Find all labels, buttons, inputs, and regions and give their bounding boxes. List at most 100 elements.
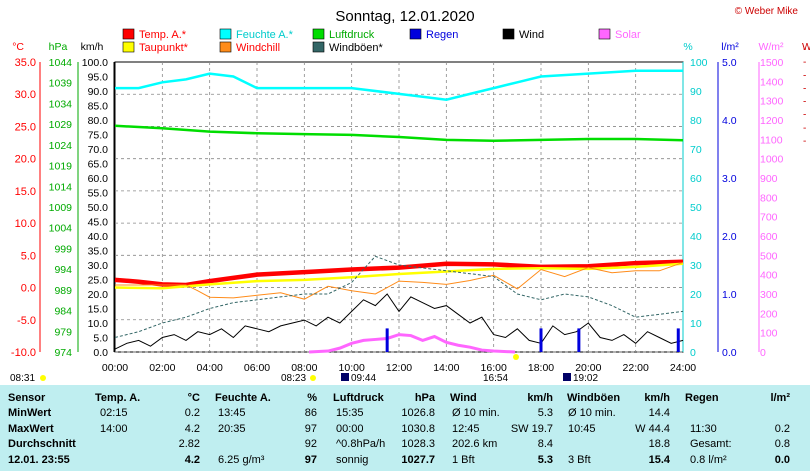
panel-cell-hum: 86	[304, 407, 317, 419]
x-tick-label: 00:00	[102, 362, 128, 374]
panel-cell-hum-time: 6.25 g/m³	[218, 453, 265, 466]
panel-cell-hum: 97	[304, 453, 317, 466]
panel-cell-g: 18.8	[648, 438, 670, 450]
legend-swatch	[122, 41, 135, 53]
rain-bar	[385, 328, 389, 352]
panel-cell-temp: 0.2	[184, 407, 200, 419]
temp-axis-tick: -5.0	[17, 315, 36, 327]
sun-icon	[40, 375, 46, 381]
humidity-axis-tick: 30	[690, 260, 702, 272]
legend-label: Solar	[615, 29, 641, 41]
pressure-axis-tick: 1019	[49, 161, 73, 173]
pressure-axis-tick: 989	[54, 285, 72, 297]
panel-cell-p-time: 00:00	[336, 422, 364, 435]
extra-axis-tick: -	[803, 97, 806, 108]
panel-cell-p: 1030.8	[401, 422, 435, 435]
x-tick-label: 24:00	[670, 362, 696, 374]
pressure-axis-tick: 1044	[49, 57, 73, 69]
panel-cell-g: 15.4	[648, 453, 670, 466]
wind-axis-tick: 100.0	[82, 57, 108, 69]
wind-axis-tick: 25.0	[88, 275, 109, 287]
x-tick-label: 12:00	[386, 362, 412, 374]
sunset-time: 16:54	[483, 373, 508, 384]
extra-axis-tick: -	[803, 57, 806, 68]
panel-cell-g-lbl: Ø 10 min.	[568, 407, 616, 419]
legend-swatch	[219, 41, 232, 53]
axis-unit-rain: l/m²	[721, 41, 739, 53]
chart-axes: 00:00 02:00 04:00 06:00 08:00 10:00 12:00 14:00…	[11, 41, 810, 374]
humidity-axis-tick: 20	[690, 289, 702, 301]
solar-axis-tick: 800	[760, 192, 778, 204]
extra-axis-tick: -	[803, 44, 806, 55]
wind-axis-tick: 95.0	[88, 72, 109, 84]
wind-axis-tick: 85.0	[88, 101, 109, 113]
pressure-axis-tick: 979	[54, 326, 72, 338]
windchill-series-line	[115, 261, 684, 300]
panel-header: l/m²	[770, 392, 790, 404]
solar-axis-tick: 300	[760, 289, 778, 301]
panel-cell-hum: 97	[304, 422, 317, 435]
temp-axis-tick: 25.0	[15, 121, 36, 133]
panel-cell-p-time: ^0.8hPa/h	[336, 438, 386, 450]
pressure-axis-tick: 974	[54, 347, 72, 359]
solar-series-line	[308, 333, 516, 354]
rain-axis-tick: 4.0	[722, 115, 737, 127]
panel-cell-w: 8.4	[537, 438, 553, 450]
pressure-axis-tick: 1004	[49, 223, 73, 235]
legend-label: Windchill	[236, 42, 280, 54]
wind-axis-tick: 15.0	[88, 304, 109, 316]
legend-swatch	[409, 28, 422, 40]
panel-cell-p-time: sonnig	[336, 453, 369, 466]
wind-axis-tick: 90.0	[88, 86, 109, 98]
temp-axis-tick: 30.0	[15, 89, 36, 101]
panel-cell-r: 0.2	[774, 422, 790, 435]
panel-cell-temp-time: 02:15	[100, 407, 128, 419]
x-tick-label: 06:00	[244, 362, 270, 374]
solar-axis-tick: 500	[760, 250, 778, 262]
panel-cell-r-lbl: 11:30	[690, 422, 717, 435]
pressure-axis-tick: 1029	[49, 119, 73, 131]
panel-cell-w-lbl: 1 Bft	[452, 453, 475, 466]
legend-label: Regen	[426, 29, 458, 41]
rain-bar	[676, 328, 680, 352]
wind-axis-tick: 0.0	[93, 347, 108, 359]
legend-label: Taupunkt*	[139, 42, 189, 54]
wind-axis-tick: 20.0	[88, 289, 109, 301]
x-tick-label: 18:00	[528, 362, 554, 374]
panel-cell-p: 1027.7	[401, 453, 435, 466]
x-tick-label: 22:00	[623, 362, 649, 374]
legend-swatch	[598, 28, 611, 40]
humidity-axis-tick: 60	[690, 173, 702, 185]
weather-chart: 00:00 02:00 04:00 06:00 08:00 10:00 12:00 14:00…	[10, 6, 810, 384]
wind-axis-tick: 50.0	[88, 202, 109, 214]
legend-label: Temp. A.*	[139, 29, 187, 41]
temp-axis-tick: 0.0	[21, 283, 36, 295]
solar-axis-tick: 200	[760, 308, 778, 320]
panel-cell-p: 1026.8	[401, 407, 435, 419]
humidity-axis-tick: 50	[690, 202, 702, 214]
panel-header: km/h	[644, 392, 670, 404]
luftdruck-series-line	[114, 124, 684, 142]
panel-cell-p-time: 15:35	[336, 407, 364, 419]
taupunkt-series-line	[114, 262, 684, 290]
chart-title: Sonntag, 12.01.2020	[335, 8, 474, 25]
humidity-axis-tick: 0	[690, 347, 696, 359]
sunrise-time: 08:31	[10, 373, 35, 384]
x-tick-label: 16:00	[481, 362, 507, 374]
extra-axis-tick: -	[803, 136, 806, 147]
moon-icon	[563, 373, 571, 381]
pressure-axis-tick: 1039	[49, 78, 73, 90]
rain-axis-tick: 3.0	[722, 173, 737, 185]
panel-cell-temp: 4.2	[184, 422, 200, 435]
chart-grid	[114, 61, 684, 353]
wind-axis-tick: 55.0	[88, 188, 109, 200]
panel-header: Feuchte A.	[215, 392, 271, 404]
solar-axis-tick: 1100	[760, 134, 783, 146]
panel-cell-hum: 92	[304, 438, 317, 450]
legend-swatch	[312, 28, 325, 40]
panel-cell-label: Durchschnitt	[8, 438, 76, 450]
axis-unit-solar: W/m²	[758, 41, 784, 53]
wind-axis-tick: 80.0	[88, 115, 109, 127]
humidity-axis-tick: 40	[690, 231, 702, 243]
legend-label: Windböen*	[329, 42, 384, 54]
